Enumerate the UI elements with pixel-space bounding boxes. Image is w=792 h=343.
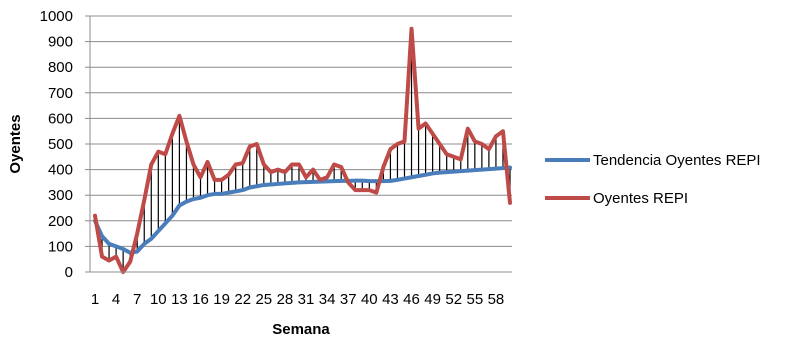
axes <box>89 16 512 273</box>
x-tick-label: 55 <box>466 291 483 308</box>
y-tick-label: 400 <box>48 162 73 179</box>
x-tick-label: 13 <box>171 291 188 308</box>
x-tick-label: 46 <box>403 291 420 308</box>
x-tick-label: 1 <box>91 291 99 308</box>
y-tick-label: 200 <box>48 213 73 230</box>
x-axis-title: Semana <box>272 321 330 338</box>
y-tick-label: 1000 <box>40 8 73 25</box>
x-tick-label: 58 <box>488 291 505 308</box>
x-tick-label: 4 <box>112 291 120 308</box>
x-tick-label: 16 <box>192 291 209 308</box>
y-tick-label: 700 <box>48 85 73 102</box>
x-axis-ticks: 1 4 7 10 13 16 19 22 25 28 31 34 37 40 43 46 49 52 55 58 <box>91 291 504 308</box>
legend: Tendencia Oyentes REPI Oyentes REPI <box>545 152 761 207</box>
x-tick-label: 34 <box>319 291 336 308</box>
trend-series-line <box>93 165 512 255</box>
y-tick-label: 800 <box>48 59 73 76</box>
y-tick-label: 300 <box>48 187 73 204</box>
y-tick-label: 100 <box>48 238 73 255</box>
x-tick-label: 52 <box>445 291 462 308</box>
y-tick-label: 0 <box>65 264 73 281</box>
x-tick-label: 31 <box>298 291 315 308</box>
legend-label: Tendencia Oyentes REPI <box>593 152 761 169</box>
series-lines <box>93 26 512 274</box>
x-tick-label: 37 <box>340 291 357 308</box>
x-tick-label: 40 <box>361 291 378 308</box>
x-tick-label: 49 <box>424 291 441 308</box>
x-tick-label: 19 <box>213 291 230 308</box>
y-tick-label: 600 <box>48 110 73 127</box>
y-axis-ticks: 0 100 200 300 400 500 600 700 800 900 1000 <box>40 8 90 281</box>
listeners-series-line <box>93 26 512 274</box>
y-tick-label: 900 <box>48 34 73 51</box>
x-tick-label: 25 <box>255 291 272 308</box>
x-tick-label: 22 <box>234 291 251 308</box>
legend-label: Oyentes REPI <box>593 190 688 207</box>
y-axis-title: Oyentes <box>7 114 24 173</box>
y-tick-label: 500 <box>48 136 73 153</box>
x-tick-label: 10 <box>150 291 167 308</box>
x-tick-label: 28 <box>277 291 294 308</box>
x-tick-label: 7 <box>133 291 141 308</box>
x-tick-label: 43 <box>382 291 399 308</box>
